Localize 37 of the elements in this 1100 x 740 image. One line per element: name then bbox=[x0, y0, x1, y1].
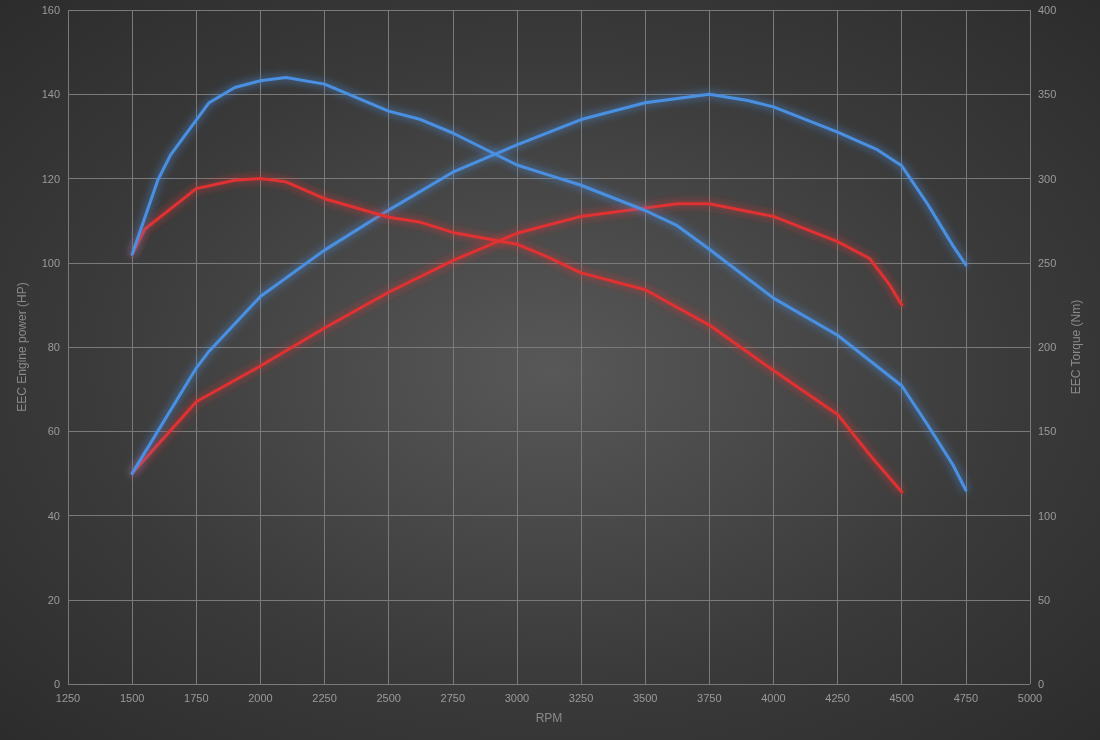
x-tick-label: 1250 bbox=[55, 691, 81, 704]
y2-tick-label: 250 bbox=[1038, 256, 1057, 269]
y-axis-title: EEC Engine power (HP) bbox=[15, 282, 29, 412]
x-tick-label: 4750 bbox=[953, 691, 979, 704]
x-tick-label: 3000 bbox=[504, 691, 530, 704]
y2-tick-label: 350 bbox=[1038, 88, 1057, 101]
y-tick-label: 160 bbox=[41, 4, 60, 16]
y2-tick-label: 400 bbox=[1038, 4, 1057, 16]
y-tick-label: 100 bbox=[41, 256, 60, 269]
x-tick-label: 1500 bbox=[119, 691, 145, 704]
x-tick-label: 5000 bbox=[1017, 691, 1043, 704]
x-tick-label: 3250 bbox=[568, 691, 594, 704]
y2-tick-label: 100 bbox=[1038, 509, 1057, 522]
x-tick-label: 4000 bbox=[761, 691, 786, 704]
y-tick-label: 120 bbox=[41, 172, 60, 185]
y2-tick-label: 150 bbox=[1038, 425, 1057, 438]
x-tick-label: 4500 bbox=[889, 691, 914, 704]
y2-tick-label: 300 bbox=[1038, 172, 1057, 185]
x-tick-label: 3500 bbox=[632, 691, 658, 704]
x-tick-label: 3750 bbox=[697, 691, 722, 704]
x-tick-label: 1750 bbox=[184, 691, 209, 704]
y2-tick-label: 200 bbox=[1038, 341, 1057, 353]
y-tick-label: 40 bbox=[47, 509, 60, 522]
x-tick-label: 2500 bbox=[376, 691, 401, 704]
y2-tick-label: 50 bbox=[1038, 593, 1051, 606]
x-tick-label: 4250 bbox=[825, 691, 850, 704]
x-tick-label: 2250 bbox=[312, 691, 337, 704]
y2-axis-title: EEC Torque (Nm) bbox=[1069, 299, 1083, 395]
y-tick-label: 80 bbox=[47, 341, 60, 353]
y-tick-label: 0 bbox=[53, 678, 60, 690]
x-tick-label: 2000 bbox=[248, 691, 273, 704]
x-axis-title: RPM bbox=[535, 711, 563, 725]
y-tick-label: 60 bbox=[47, 425, 60, 438]
y2-tick-label: 0 bbox=[1038, 678, 1045, 690]
y-tick-label: 20 bbox=[47, 593, 60, 606]
x-tick-label: 2750 bbox=[440, 691, 466, 704]
y-tick-label: 140 bbox=[41, 88, 60, 101]
